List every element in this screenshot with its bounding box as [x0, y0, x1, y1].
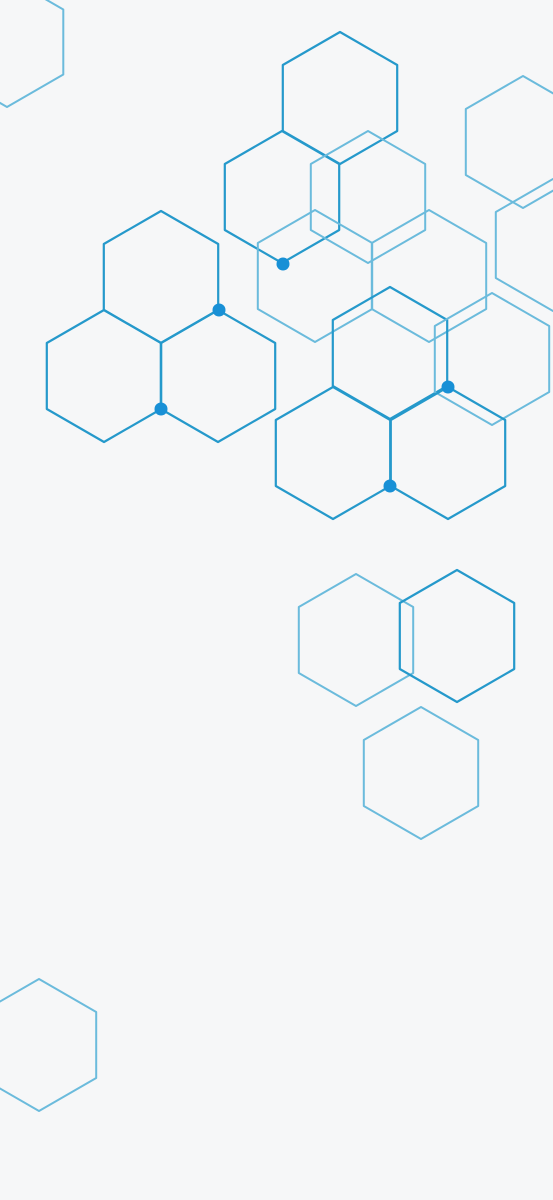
hexagon-outline	[159, 308, 277, 444]
hexagon-node-dot	[441, 380, 455, 394]
hexagon-outline	[398, 568, 516, 704]
hexagon-outline	[256, 209, 374, 343]
hexagon-outline	[223, 129, 341, 265]
hexagon-outline	[389, 385, 507, 521]
hexagon-outline	[309, 130, 427, 264]
hexagon-node-dot	[383, 479, 397, 493]
hexagon-outline	[274, 385, 392, 521]
hexagon-outline	[0, 978, 98, 1112]
hexagon-outline	[370, 209, 488, 343]
hexagon-outline	[464, 75, 553, 209]
hexagon-node-dot	[154, 402, 168, 416]
hexagon-outline	[281, 30, 399, 166]
hexagon-outline	[0, 0, 65, 108]
hexagon-outline	[102, 209, 220, 345]
hexagon-outline	[494, 178, 553, 312]
hexagon-node-dot	[212, 303, 226, 317]
hexagon-outline	[297, 573, 415, 707]
hexagon-outline	[45, 308, 163, 444]
hexagon-outline	[433, 292, 551, 426]
hexagon-outline	[331, 285, 449, 421]
hexagon-outline	[362, 706, 480, 840]
hexagon-node-dot	[276, 257, 290, 271]
